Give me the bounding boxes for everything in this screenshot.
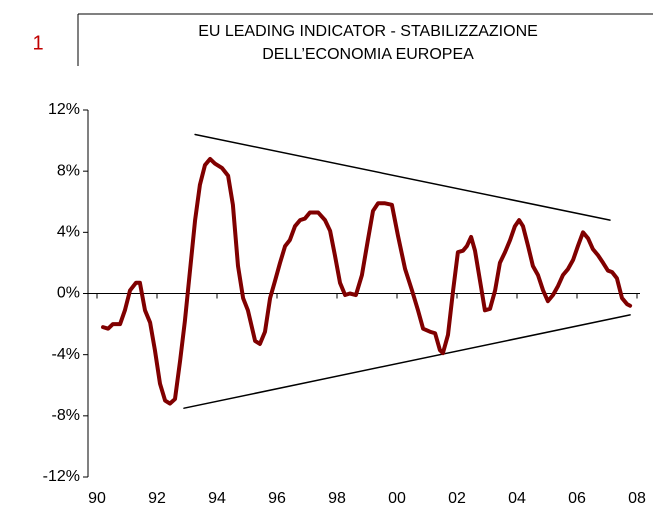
x-tick-label: 04 xyxy=(508,490,526,507)
y-tick-label: 12% xyxy=(48,101,80,118)
y-tick-label: 4% xyxy=(57,224,80,241)
chart-title: EU LEADING INDICATOR - STABILIZZAZIONE xyxy=(198,23,538,40)
y-tick-label: -8% xyxy=(52,407,80,424)
x-tick-label: 94 xyxy=(208,490,226,507)
y-tick-label: 0% xyxy=(57,285,80,302)
chart-title: DELL’ECONOMIA EUROPEA xyxy=(262,46,474,63)
y-tick-label: 8% xyxy=(57,162,80,179)
y-tick-label: -12% xyxy=(43,468,80,485)
x-tick-label: 00 xyxy=(388,490,406,507)
trend-line xyxy=(183,314,631,409)
x-tick-label: 92 xyxy=(148,490,166,507)
x-tick-label: 98 xyxy=(328,490,346,507)
trend-line xyxy=(194,133,611,221)
x-tick-label: 06 xyxy=(568,490,586,507)
x-tick-label: 90 xyxy=(88,490,106,507)
x-tick-label: 08 xyxy=(628,490,646,507)
y-tick-label: -4% xyxy=(52,346,80,363)
x-tick-label: 02 xyxy=(448,490,466,507)
x-tick-label: 96 xyxy=(268,490,286,507)
data-line xyxy=(101,156,633,406)
page-number: 1 xyxy=(32,32,43,54)
